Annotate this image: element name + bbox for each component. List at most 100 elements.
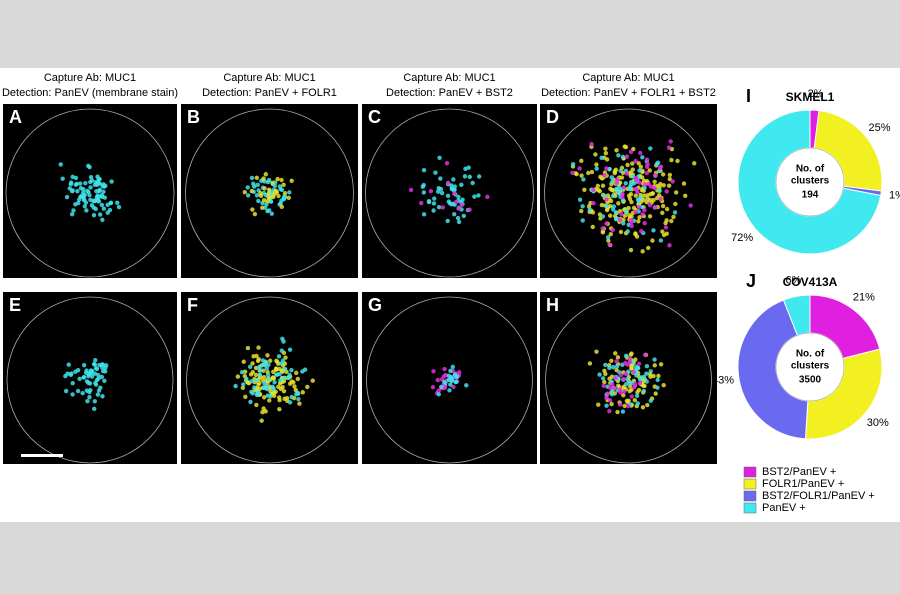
particle	[613, 210, 619, 215]
particle	[78, 194, 83, 200]
particle	[82, 192, 87, 198]
particle	[600, 376, 606, 381]
particle	[432, 196, 437, 201]
particle	[648, 192, 653, 197]
particle	[664, 189, 669, 194]
particle	[620, 194, 625, 200]
particle	[258, 368, 264, 373]
particle	[275, 372, 280, 377]
particle	[607, 213, 613, 218]
particle	[88, 368, 94, 373]
particle	[639, 229, 644, 234]
particle	[633, 178, 639, 183]
particle	[287, 190, 292, 195]
particle	[623, 371, 629, 377]
particle	[278, 378, 283, 383]
particle	[658, 196, 663, 202]
particle	[82, 204, 88, 209]
particle	[623, 353, 629, 359]
particle	[408, 187, 414, 193]
particle	[614, 177, 620, 182]
particle	[94, 189, 99, 194]
particle	[89, 374, 95, 379]
particle	[609, 175, 614, 180]
particle	[613, 376, 618, 381]
particle	[594, 162, 599, 167]
legend-swatch	[743, 478, 757, 490]
particle	[620, 154, 626, 160]
particle	[76, 200, 81, 206]
particle	[81, 362, 87, 368]
panel-letter: A	[9, 107, 22, 127]
particle	[629, 351, 634, 356]
particle	[664, 206, 670, 212]
particle	[660, 203, 666, 209]
particle	[644, 379, 650, 384]
particle	[603, 146, 608, 151]
particle	[108, 200, 114, 206]
particle	[633, 232, 638, 237]
particle	[628, 149, 634, 154]
particle	[96, 372, 101, 378]
particle	[635, 401, 641, 406]
particle	[242, 189, 247, 195]
particle	[647, 197, 653, 203]
particle	[280, 358, 286, 363]
particle	[621, 221, 626, 226]
particle	[648, 369, 653, 374]
particle	[75, 388, 81, 394]
particle	[78, 181, 83, 186]
particle	[270, 386, 276, 392]
particle	[602, 173, 607, 178]
particle	[604, 395, 609, 401]
particle	[589, 169, 595, 175]
particle	[623, 181, 628, 186]
particle	[271, 376, 277, 381]
particle	[274, 366, 279, 372]
center-label: No. of	[796, 164, 825, 175]
particle	[622, 389, 627, 394]
particle	[603, 371, 608, 377]
particle	[570, 170, 575, 175]
particle	[438, 176, 443, 181]
particle	[634, 366, 639, 372]
field-circle	[6, 296, 174, 464]
particle	[632, 397, 638, 403]
particle	[92, 399, 98, 404]
particle	[70, 188, 75, 193]
particle	[99, 374, 105, 380]
particle	[626, 205, 631, 211]
particle	[443, 381, 448, 386]
particle	[455, 215, 461, 221]
particle	[282, 375, 287, 380]
particle	[99, 202, 105, 208]
particle	[101, 182, 106, 187]
particle	[638, 164, 644, 169]
particle	[624, 398, 630, 404]
particle	[644, 364, 650, 369]
particle	[625, 362, 630, 367]
particle	[91, 361, 97, 367]
particle	[608, 198, 614, 204]
particle	[254, 377, 259, 383]
particle	[292, 384, 297, 389]
top-band	[0, 0, 900, 68]
legend-swatch	[743, 466, 757, 478]
particle	[614, 359, 619, 364]
particle	[688, 203, 693, 208]
particle	[651, 373, 656, 379]
particle	[456, 219, 462, 225]
particle	[616, 201, 621, 206]
particle	[296, 396, 301, 402]
particle	[604, 403, 609, 408]
particle	[266, 362, 271, 368]
particle	[660, 172, 666, 177]
particle	[289, 367, 294, 373]
particle	[73, 175, 79, 181]
particle	[647, 168, 652, 173]
particle	[464, 383, 469, 388]
particle	[590, 224, 595, 230]
particle	[74, 181, 80, 187]
legend-label: PanEV +	[762, 502, 806, 514]
